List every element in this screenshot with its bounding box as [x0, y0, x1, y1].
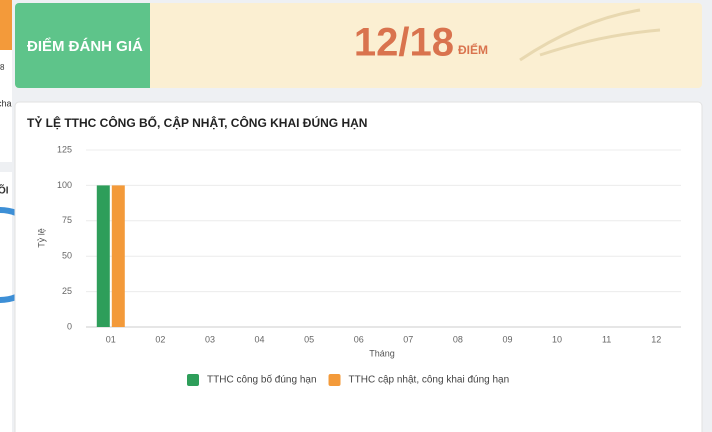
x-tick-label: 05: [304, 334, 314, 344]
y-tick-label: 100: [57, 180, 72, 190]
y-tick-label: 75: [62, 215, 72, 225]
left-text: ÕI: [0, 184, 9, 197]
x-tick-label: 08: [453, 334, 463, 344]
x-tick-label: 11: [602, 334, 611, 344]
legend-label: TTHC cập nhật, công khai đúng hạn: [349, 375, 510, 386]
x-tick-label: 04: [255, 334, 265, 344]
score-label-box: [15, 3, 150, 88]
decoration: [519, 8, 661, 62]
score-card: [15, 3, 702, 88]
x-tick-label: 06: [354, 334, 364, 344]
x-tick-label: 12: [651, 334, 661, 344]
bar: [111, 185, 125, 327]
x-tick-label: 09: [502, 334, 512, 344]
legend-label: TTHC công bố đúng hạn: [207, 374, 317, 386]
y-tick-label: 0: [67, 321, 72, 331]
score-unit: ĐIỂM: [458, 42, 488, 57]
x-tick-label: 07: [403, 334, 413, 344]
left-accent: [0, 0, 12, 50]
x-tick-label: 10: [552, 334, 562, 344]
y-tick-label: 50: [62, 251, 72, 261]
left-text: 8: [0, 63, 5, 72]
score-value: 12/18: [354, 21, 454, 65]
left-text: cha: [0, 98, 12, 108]
x-tick-label: 02: [155, 334, 165, 344]
chart-card: [14, 101, 703, 432]
y-tick-label: 125: [57, 144, 72, 154]
x-axis-label: Tháng: [369, 348, 395, 358]
y-axis-label: Tỷ lệ: [36, 228, 46, 248]
bar: [96, 185, 110, 327]
score-label: ĐIỂM ĐÁNH GIÁ: [27, 37, 143, 55]
legend-swatch: [187, 374, 199, 386]
x-tick-label: 03: [205, 334, 215, 344]
chart-title: TỶ LỆ TTHC CÔNG BỐ, CẬP NHẬT, CÔNG KHAI …: [27, 115, 367, 130]
y-tick-label: 25: [62, 286, 72, 296]
legend-swatch: [328, 374, 341, 386]
x-tick-label: 01: [106, 334, 116, 344]
